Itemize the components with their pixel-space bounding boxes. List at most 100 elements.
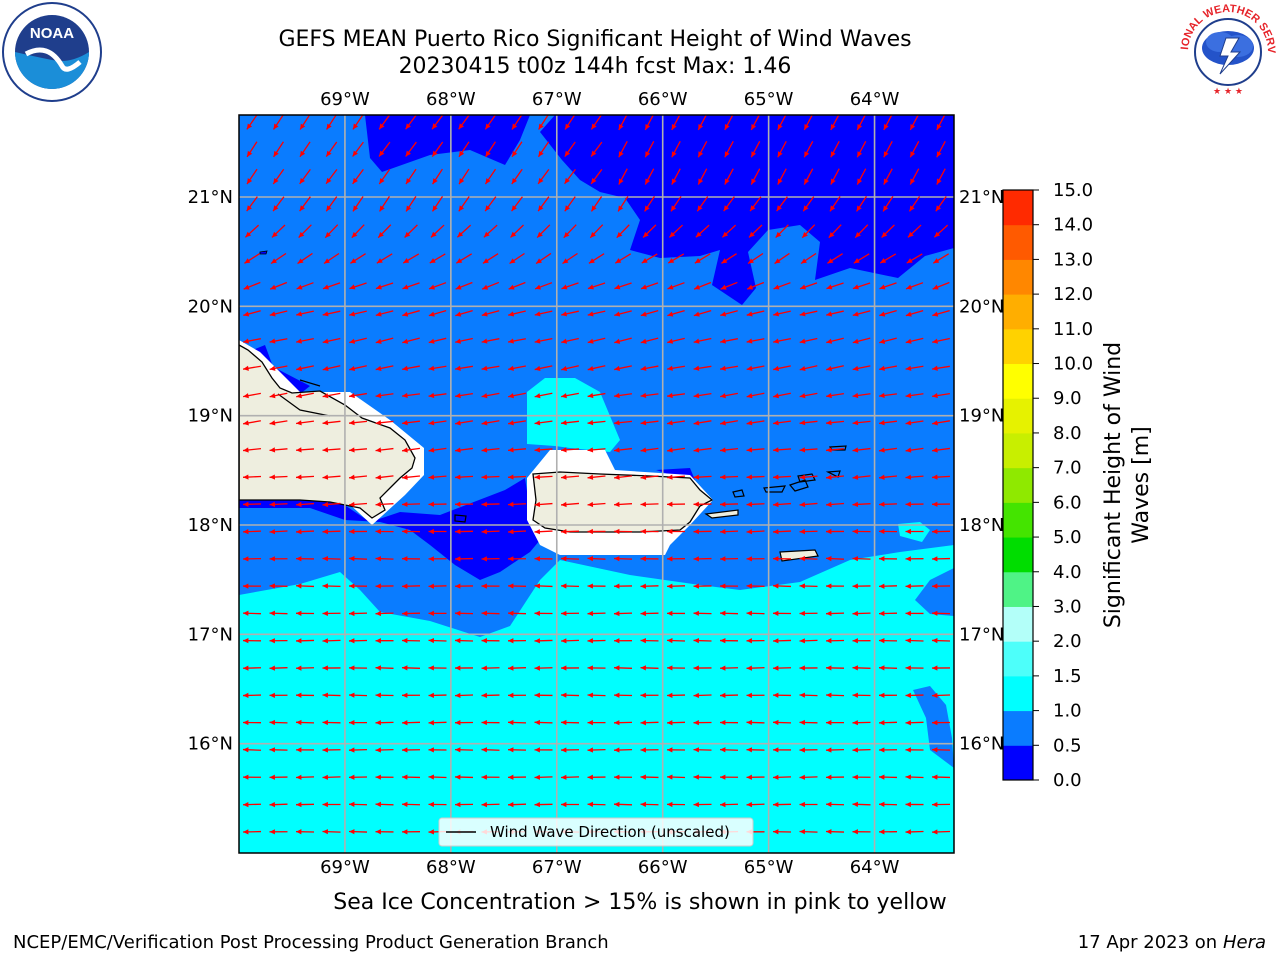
- wave-direction-arrow: [454, 720, 474, 726]
- wave-direction-arrow: [401, 665, 421, 671]
- wave-direction-arrow: [269, 802, 288, 808]
- wave-direction-arrow: [693, 501, 712, 507]
- wave-direction-arrow: [772, 610, 792, 616]
- wave-direction-arrow: [799, 447, 818, 453]
- colorbar: 0.0 0.5 1.0 1.5 2.0 3.0 4.0 5.0 6.0 7.0 8.0 9.0 10.0…: [1002, 180, 1093, 791]
- wave-direction-arrow: [856, 168, 867, 185]
- wave-direction-arrow: [560, 747, 580, 753]
- wave-direction-arrow: [561, 310, 579, 317]
- wave-direction-arrow: [799, 337, 818, 344]
- wave-direction-arrow: [931, 583, 951, 589]
- wave-direction-arrow: [772, 447, 792, 453]
- wave-direction-arrow: [854, 224, 869, 239]
- wave-direction-arrow: [905, 392, 924, 399]
- wave-direction-arrow: [719, 447, 739, 453]
- wave-direction-arrow: [432, 168, 443, 185]
- wave-direction-arrow: [905, 337, 924, 344]
- wave-direction-arrow: [481, 692, 500, 699]
- wave-direction-arrow: [773, 338, 791, 344]
- lat-tick-label: 16°N: [188, 734, 233, 755]
- wave-direction-arrow: [481, 392, 500, 399]
- wave-direction-arrow: [349, 392, 367, 399]
- title-line-1: GEFS MEAN Puerto Rico Significant Height…: [278, 27, 912, 52]
- wave-direction-arrow: [534, 392, 553, 399]
- wave-direction-arrow: [829, 196, 841, 212]
- wave-direction-arrow: [826, 337, 844, 344]
- wave-direction-arrow: [322, 337, 341, 344]
- wave-direction-arrow: [295, 719, 315, 726]
- wave-direction-arrow: [589, 224, 604, 239]
- wave-direction-arrow: [825, 556, 845, 562]
- wave-direction-arrow: [348, 692, 368, 698]
- wave-direction-arrow: [801, 224, 816, 239]
- colorbar-segment: [1003, 710, 1033, 746]
- wave-direction-arrow: [830, 141, 840, 158]
- wave-direction-arrow: [561, 392, 579, 399]
- wave-direction-arrow: [644, 196, 655, 212]
- colorbar-tick-label: 0.5: [1053, 735, 1082, 756]
- wave-direction-arrow: [401, 692, 421, 698]
- wave-direction-arrow: [299, 196, 311, 212]
- wave-direction-arrow: [295, 665, 315, 671]
- wave-direction-arrow: [349, 365, 367, 372]
- footer-branch: NCEP/EMC/Verification Post Processing Pr…: [13, 932, 609, 953]
- wave-direction-arrow: [932, 392, 950, 399]
- lat-tick-label: 19°N: [188, 406, 233, 427]
- wave-direction-arrow: [481, 583, 500, 589]
- nws-logo: NATIONAL WEATHER SERVICE ★ ★ ★: [1176, 2, 1277, 100]
- wave-direction-arrow: [349, 310, 367, 317]
- wave-direction-arrow: [799, 282, 818, 290]
- colorbar-segment: [1003, 537, 1033, 573]
- wave-direction-arrow: [613, 638, 633, 644]
- wave-direction-arrow: [269, 529, 288, 535]
- wave-direction-arrow: [534, 774, 553, 780]
- wave-direction-arrow: [269, 610, 288, 616]
- wave-direction-arrow: [772, 665, 792, 671]
- wave-direction-arrow: [852, 474, 871, 480]
- wave-direction-arrow: [777, 168, 787, 185]
- wave-direction-arrow: [296, 365, 314, 371]
- wave-direction-arrow: [883, 115, 893, 131]
- wave-direction-arrow: [721, 253, 737, 264]
- wave-direction-arrow: [375, 447, 394, 453]
- wave-direction-arrow: [640, 774, 659, 780]
- wave-direction-arrow: [773, 392, 791, 399]
- wave-direction-arrow: [825, 583, 845, 589]
- wave-direction-arrow: [295, 529, 315, 535]
- wave-direction-arrow: [454, 556, 474, 562]
- wave-direction-arrow: [534, 583, 553, 589]
- wave-direction-arrow: [613, 501, 633, 508]
- wave-direction-arrow: [666, 556, 686, 562]
- wave-direction-arrow: [773, 282, 791, 290]
- wave-direction-arrow: [750, 168, 761, 185]
- wave-direction-arrow: [322, 501, 341, 508]
- wave-direction-arrow: [270, 252, 287, 265]
- wave-direction-arrow: [508, 420, 526, 426]
- wave-direction-arrow: [852, 665, 871, 671]
- wave-direction-arrow: [242, 447, 262, 453]
- wave-direction-arrow: [402, 365, 420, 371]
- lon-tick-label: 67°W: [532, 857, 582, 878]
- wave-direction-arrow: [799, 583, 818, 589]
- wave-direction-arrow: [640, 447, 659, 453]
- lon-tick-label: 66°W: [638, 857, 688, 878]
- gridlines: [239, 115, 954, 853]
- colorbar-label-line2: Waves [m]: [1129, 426, 1154, 544]
- wave-direction-arrow: [375, 474, 394, 480]
- wave-direction-arrow: [428, 337, 447, 344]
- wave-direction-arrow: [560, 556, 580, 562]
- wave-direction-arrow: [666, 474, 686, 480]
- lon-tick-label: 68°W: [426, 89, 476, 110]
- wave-direction-arrow: [428, 583, 447, 589]
- wave-direction-arrow: [243, 420, 261, 426]
- wave-direction-arrow: [878, 665, 898, 671]
- wave-direction-arrow: [507, 692, 527, 698]
- wave-direction-arrow: [322, 392, 341, 399]
- wave-direction-arrow: [534, 447, 553, 453]
- puerto-rico-land: [532, 471, 714, 533]
- wave-direction-arrow: [322, 638, 341, 644]
- colorbar-segment: [1003, 294, 1033, 330]
- wave-direction-arrow: [375, 829, 394, 835]
- wave-direction-arrow: [613, 420, 633, 426]
- wave-direction-arrow: [375, 801, 394, 807]
